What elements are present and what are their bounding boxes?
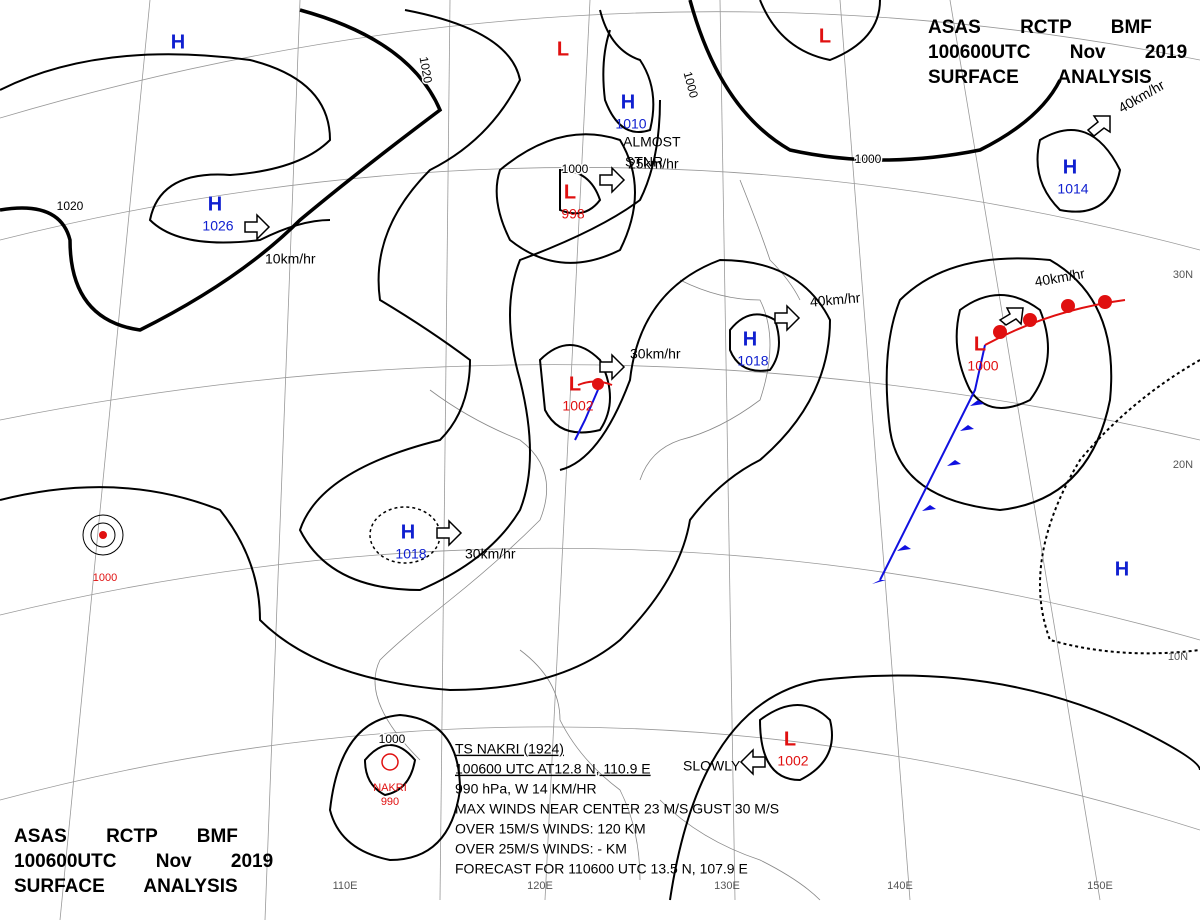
header-line: ASAS RCTP BMF [14,826,238,847]
movement-label: 40km/hr [809,289,861,309]
lon-label: 140E [887,880,913,892]
isobar-label: 1000 [562,162,589,176]
system-symbol: H [1115,558,1129,580]
motion-arrows [244,115,1111,776]
system-symbol: H [1063,156,1077,178]
system-symbol: H [208,193,222,215]
header-line: SURFACE ANALYSIS [14,876,238,897]
system-pressure: 1014 [1057,181,1088,197]
system-pressure: 1010 [615,116,646,132]
isobar-label: 1020 [417,55,435,84]
isobar-label: 1000 [379,732,406,746]
system-pressure: 998 [561,206,585,222]
storm-info-line: OVER 15M/S WINDS: 120 KM [455,821,646,837]
storm-info-line: 990 hPa, W 14 KM/HR [455,781,597,797]
system-symbol: L [564,181,576,203]
movement-label: STNR [625,154,663,170]
system-pressure: 1002 [777,753,808,769]
movement-label: 10km/hr [265,251,316,267]
movement-label: 30km/hr [465,546,516,562]
storm-info-line: 100600 UTC AT12.8 N, 110.9 E [455,761,651,777]
header-line: SURFACE ANALYSIS [928,67,1152,88]
typhoon-name: NAKRI [373,782,407,794]
system-pressure: 1026 [202,218,233,234]
isobar-label: 1000 [681,70,702,100]
coastline [374,179,821,901]
system-symbol: L [819,25,831,47]
typhoon-pressure: 990 [381,796,399,808]
isobar-label: 1020 [57,199,84,213]
header-line: ASAS RCTP BMF [928,17,1152,38]
storm-info-line: OVER 25M/S WINDS: - KM [455,841,627,857]
system-symbol: L [569,373,581,395]
isobar-label: 1000 [855,152,882,166]
movement-label: ALMOST [623,134,681,150]
system-pressure: 1002 [562,398,593,414]
system-symbol: L [974,333,986,355]
header-line: 100600UTC Nov 2019 [14,851,273,872]
isobars [0,0,1200,901]
system-pressure: 1018 [737,353,768,369]
lat-label: 10N [1168,651,1188,663]
lat-label: 20N [1173,459,1193,471]
lon-label: 150E [1087,880,1113,892]
movement-label: 30km/hr [630,346,681,362]
lon-label: 120E [527,880,553,892]
lon-label: 130E [714,880,740,892]
movement-label: 25km/hr [628,156,679,172]
system-symbol: H [401,521,415,543]
system-symbol: H [621,91,635,113]
system-pressure: 1018 [395,546,426,562]
lon-label: 110E [333,880,358,892]
system-symbol: L [784,728,796,750]
lat-label: 30N [1173,269,1193,281]
system-pressure: 1000 [967,358,998,374]
storm-info-line: FORECAST FOR 110600 UTC 13.5 N, 107.9 E [455,861,748,877]
movement-label: SLOWLY [683,758,741,774]
header-line: 100600UTC Nov 2019 [928,42,1187,63]
fronts [82,295,1126,771]
system-symbol: H [743,328,757,350]
system-symbol: H [171,31,185,53]
depression-pressure: 1000 [93,572,117,584]
storm-info-line: TS NAKRI (1924) [455,741,564,757]
system-symbol: L [557,38,569,60]
text-layer: ASAS RCTP BMF 100600UTC Nov 2019 SURFACE A… [14,17,1193,897]
storm-info-line: MAX WINDS NEAR CENTER 23 M/S GUST 30 M/S [455,801,779,817]
